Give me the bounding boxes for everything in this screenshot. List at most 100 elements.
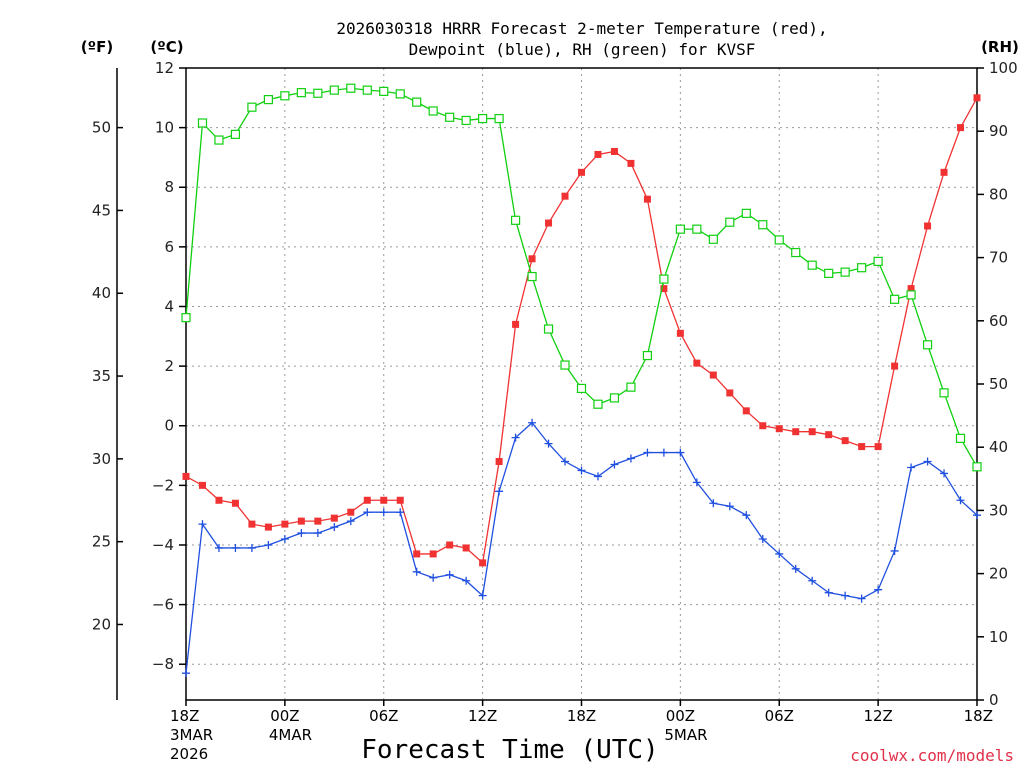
rh-point	[708, 234, 718, 244]
dewpoint-point	[297, 529, 306, 538]
dewpoint-point	[182, 669, 190, 678]
series-line-temperature	[185, 97, 978, 565]
rh-point	[181, 313, 191, 323]
temperature-point	[841, 437, 849, 445]
temperature-point	[380, 496, 388, 504]
x-tick-label: 12Z	[468, 707, 497, 725]
rh-point	[890, 294, 900, 304]
rh-tick-label: 70	[989, 249, 1008, 267]
fahrenheit-tick-label: 35	[92, 367, 111, 385]
temperature-point	[940, 168, 948, 176]
series-rh	[181, 83, 982, 472]
dewpoint-point	[593, 472, 602, 481]
x-tick-label: 00Z	[666, 707, 695, 725]
rh-point	[576, 383, 587, 394]
rh-point	[857, 263, 867, 273]
rh-point	[543, 324, 554, 334]
dewpoint-point	[264, 540, 273, 549]
temperature-point	[957, 124, 965, 132]
dewpoint-point	[857, 594, 866, 603]
rh-point	[230, 129, 241, 139]
rh-tick-label: 10	[989, 628, 1008, 646]
temperature-point	[545, 219, 553, 227]
fahrenheit-tick-label: 25	[92, 533, 111, 551]
rh-point	[807, 260, 817, 270]
series-dewpoint	[182, 418, 981, 678]
x-tick-date-label: 3MAR	[170, 726, 213, 744]
rh-point	[906, 290, 916, 300]
fahrenheit-tick-label: 30	[92, 450, 111, 468]
temperature-point	[627, 159, 635, 167]
temperature-point	[561, 192, 569, 200]
dewpoint-point	[973, 511, 981, 520]
celsius-tick-label: −2	[152, 476, 174, 494]
temperature-point	[726, 389, 734, 397]
dewpoint-point	[379, 508, 388, 517]
rh-point	[609, 393, 620, 403]
x-tick-year-label: 2026	[170, 745, 208, 763]
unit-label-rh: (RH)	[981, 38, 1019, 56]
temperature-point	[495, 458, 503, 466]
source-credit: coolwx.com/models	[850, 746, 1014, 765]
dewpoint-point	[775, 549, 784, 558]
fahrenheit-tick-label: 50	[92, 119, 111, 137]
temperature-point	[775, 425, 783, 433]
rh-point	[626, 382, 636, 392]
x-tick-label: 18Z	[170, 707, 199, 725]
celsius-tick-label: 10	[155, 119, 174, 137]
celsius-tick-label: 0	[164, 417, 174, 435]
x-tick-date-label: 4MAR	[269, 726, 312, 744]
dewpoint-point	[692, 478, 701, 487]
rh-point	[774, 235, 784, 245]
temperature-point	[825, 431, 833, 439]
dewpoint-point	[544, 439, 553, 448]
temperature-point	[248, 520, 256, 528]
dewpoint-point	[874, 585, 883, 594]
rh-point	[329, 85, 339, 95]
temperature-point	[973, 94, 981, 102]
rh-tick-label: 30	[989, 501, 1008, 519]
dewpoint-point	[247, 543, 256, 552]
rh-point	[461, 115, 471, 126]
rh-tick-label: 60	[989, 312, 1008, 330]
temperature-point	[264, 523, 272, 531]
dewpoint-point	[462, 576, 471, 585]
rh-point	[922, 340, 933, 350]
dewpoint-point	[841, 591, 850, 600]
x-axis-label: Forecast Time (UTC)	[361, 735, 658, 765]
dewpoint-point	[412, 567, 421, 576]
rh-point	[478, 113, 488, 124]
dewpoint-point	[758, 535, 767, 544]
dewpoint-point	[676, 448, 685, 457]
x-tick-label: 00Z	[270, 707, 299, 725]
rh-point	[263, 94, 273, 105]
rh-point	[445, 112, 455, 122]
series-temperature	[182, 94, 981, 567]
temperature-point	[479, 559, 487, 567]
series-line-dewpoint	[185, 421, 978, 674]
dewpoint-point	[363, 508, 372, 517]
dewpoint-point	[445, 570, 454, 579]
temperature-point	[330, 514, 338, 522]
rh-point	[972, 462, 982, 472]
rh-point	[791, 247, 801, 258]
temperature-point	[281, 520, 289, 528]
celsius-tick-label: −6	[152, 596, 174, 614]
rh-tick-label: 50	[989, 375, 1008, 393]
dewpoint-point	[610, 460, 619, 469]
temperature-point	[693, 359, 701, 367]
dewpoint-point	[643, 448, 652, 457]
temperature-point	[643, 195, 651, 203]
temperature-point	[610, 147, 618, 155]
dewpoint-point	[495, 487, 504, 496]
rh-point	[280, 91, 290, 101]
rh-point	[346, 83, 356, 93]
rh-point	[214, 135, 224, 145]
rh-tick-label: 90	[989, 122, 1008, 140]
rh-tick-label: 100	[989, 59, 1018, 77]
dewpoint-point	[231, 543, 240, 552]
rh-point	[197, 118, 208, 128]
temperature-point	[528, 255, 536, 263]
rh-point	[675, 224, 685, 234]
